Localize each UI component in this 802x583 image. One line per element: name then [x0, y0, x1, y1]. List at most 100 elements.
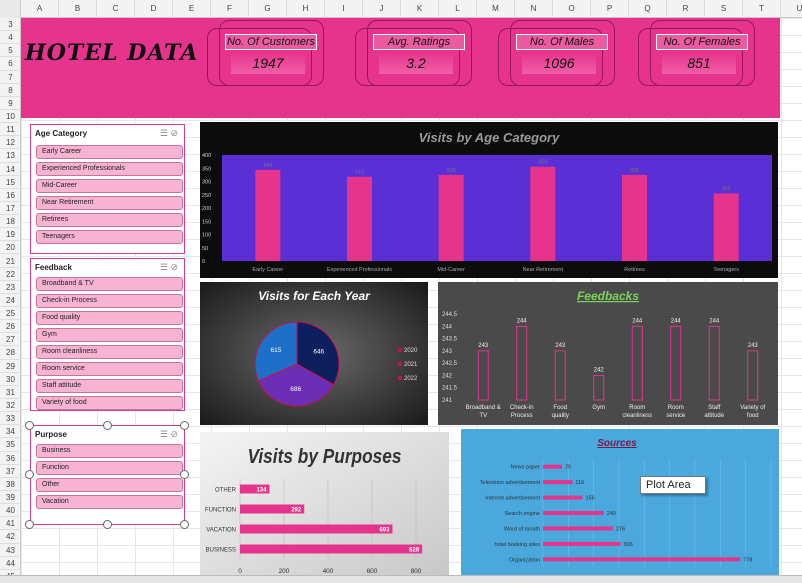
row-number[interactable]: 37 — [0, 465, 21, 478]
column-letter[interactable]: G — [249, 0, 287, 18]
row-number[interactable]: 11 — [0, 123, 21, 137]
feedbacks-chart[interactable]: Feedbacks 241 241.5 242 242.5 243 243.5 244 244.… — [438, 282, 778, 425]
slicer-item-business[interactable]: Business — [36, 444, 183, 458]
row-number[interactable]: 20 — [0, 241, 21, 255]
resize-handle[interactable] — [180, 470, 189, 479]
slicer-item-other[interactable]: Other — [36, 478, 183, 492]
column-letter[interactable]: B — [59, 0, 97, 18]
resize-handle[interactable] — [25, 520, 34, 529]
slicer-item-vacation[interactable]: Vacation — [36, 495, 183, 509]
row-number[interactable]: 30 — [0, 373, 21, 386]
resize-handle[interactable] — [25, 421, 34, 430]
kpi-ratings[interactable]: Avg. Ratings 3.2 — [355, 20, 473, 88]
row-number[interactable]: 24 — [0, 294, 21, 308]
slicer-item-retirees[interactable]: Retirees — [36, 213, 183, 227]
column-letter[interactable]: I — [325, 0, 363, 18]
visits-by-age-chart[interactable]: Visits by Age Category 0 50 100 150 200 250 300… — [200, 122, 778, 278]
kpi-females[interactable]: No. Of Females 851 — [638, 20, 756, 88]
row-number[interactable]: 34 — [0, 425, 21, 439]
row-number[interactable]: 17 — [0, 202, 21, 216]
row-number[interactable]: 16 — [0, 189, 21, 202]
slicer-item-variety-of-food[interactable]: Variety of food — [36, 396, 183, 410]
resize-handle[interactable] — [103, 421, 112, 430]
row-number[interactable]: 10 — [0, 110, 21, 124]
visits-by-year-chart[interactable]: Visits for Each Year 646 686 615 2020 2021 202… — [200, 282, 428, 425]
slicer-item-broadband-tv[interactable]: Broadband & TV — [36, 277, 183, 291]
column-letter[interactable]: O — [553, 0, 591, 18]
row-number[interactable]: 8 — [0, 84, 21, 97]
kpi-males[interactable]: No. Of Males 1096 — [498, 20, 616, 88]
slicer-item-early-career[interactable]: Early Career — [36, 145, 183, 159]
row-number[interactable]: 33 — [0, 412, 21, 426]
row-number[interactable]: 44 — [0, 557, 21, 570]
row-number[interactable]: 41 — [0, 517, 21, 531]
column-letter[interactable]: P — [591, 0, 629, 18]
slicer-item-near-retirement[interactable]: Near Retirement — [36, 196, 183, 210]
row-number[interactable]: 40 — [0, 504, 21, 518]
slicer-item-check-in-process[interactable]: Check-in Process — [36, 294, 183, 308]
feedback-slicer[interactable]: Feedback ☰ ⊘ Broadband & TV Check-in Proc… — [30, 258, 185, 411]
age-category-slicer[interactable]: Age Category ☰ ⊘ Early Career Experienced… — [30, 124, 185, 254]
slicer-item-experienced-professionals[interactable]: Experienced Professionals — [36, 162, 183, 176]
row-number[interactable]: 5 — [0, 44, 21, 58]
slicer-item-staff-attitude[interactable]: Staff attitude — [36, 379, 183, 393]
column-letter[interactable]: F — [211, 0, 249, 18]
slicer-item-function[interactable]: Function — [36, 461, 183, 475]
row-number[interactable]: 4 — [0, 31, 21, 45]
row-number[interactable]: 9 — [0, 97, 21, 110]
row-number[interactable]: 25 — [0, 307, 21, 321]
row-number[interactable]: 38 — [0, 478, 21, 491]
row-number[interactable]: 26 — [0, 320, 21, 334]
sources-chart[interactable]: Sources 75 News paper 116 Television adverti… — [461, 429, 779, 575]
row-number[interactable]: 22 — [0, 268, 21, 281]
column-letter[interactable]: A — [21, 0, 59, 18]
row-number[interactable]: 18 — [0, 215, 21, 229]
row-number[interactable]: 28 — [0, 346, 21, 360]
row-number[interactable]: 6 — [0, 57, 21, 71]
column-letter[interactable]: R — [667, 0, 705, 18]
row-number[interactable]: 36 — [0, 452, 21, 465]
column-letter[interactable]: D — [135, 0, 173, 18]
row-number[interactable]: 29 — [0, 360, 21, 373]
column-letter[interactable]: N — [515, 0, 553, 18]
column-letter[interactable]: Q — [629, 0, 667, 18]
row-number[interactable]: 32 — [0, 399, 21, 413]
column-letter[interactable]: K — [401, 0, 439, 18]
kpi-customers[interactable]: No. Of Customers 1947 — [207, 20, 325, 88]
select-all-corner[interactable] — [0, 0, 21, 18]
row-number[interactable]: 27 — [0, 333, 21, 347]
sheet-tab-bar[interactable] — [0, 575, 802, 583]
column-letter[interactable]: L — [439, 0, 477, 18]
column-letter[interactable]: J — [363, 0, 401, 18]
clear-filter-icon[interactable]: ☰ ⊘ — [159, 128, 178, 138]
slicer-item-room-cleanliness[interactable]: Room cleanliness — [36, 345, 183, 359]
slicer-item-food-quality[interactable]: Food quality — [36, 311, 183, 325]
row-number[interactable]: 35 — [0, 438, 21, 452]
row-number[interactable]: 13 — [0, 149, 21, 163]
visits-by-purposes-chart[interactable]: Visits by Purposes 0 200 400 600 800 134 OTHER 2… — [200, 432, 449, 575]
resize-handle[interactable] — [180, 421, 189, 430]
row-number[interactable]: 31 — [0, 386, 21, 400]
column-letter[interactable]: S — [705, 0, 743, 18]
row-number[interactable]: 14 — [0, 163, 21, 176]
slicer-item-teenagers[interactable]: Teenagers — [36, 230, 183, 244]
row-number[interactable]: 7 — [0, 71, 21, 84]
resize-handle[interactable] — [180, 520, 189, 529]
row-number[interactable]: 19 — [0, 228, 21, 242]
clear-filter-icon[interactable]: ☰ ⊘ — [159, 429, 178, 439]
column-letter[interactable]: H — [287, 0, 325, 18]
row-number[interactable]: 42 — [0, 530, 21, 544]
purpose-slicer[interactable]: Purpose ☰ ⊘ Business Function Other Vacatio… — [30, 425, 185, 525]
column-letter[interactable]: E — [173, 0, 211, 18]
row-number[interactable]: 15 — [0, 176, 21, 189]
resize-handle[interactable] — [25, 470, 34, 479]
row-number[interactable]: 43 — [0, 544, 21, 557]
row-number[interactable]: 21 — [0, 255, 21, 268]
row-number[interactable]: 39 — [0, 491, 21, 505]
column-letter[interactable]: M — [477, 0, 515, 18]
row-number[interactable]: 3 — [0, 18, 21, 32]
column-letter[interactable]: C — [97, 0, 135, 18]
slicer-item-room-service[interactable]: Room service — [36, 362, 183, 376]
row-number[interactable]: 12 — [0, 136, 21, 150]
clear-filter-icon[interactable]: ☰ ⊘ — [159, 262, 178, 272]
